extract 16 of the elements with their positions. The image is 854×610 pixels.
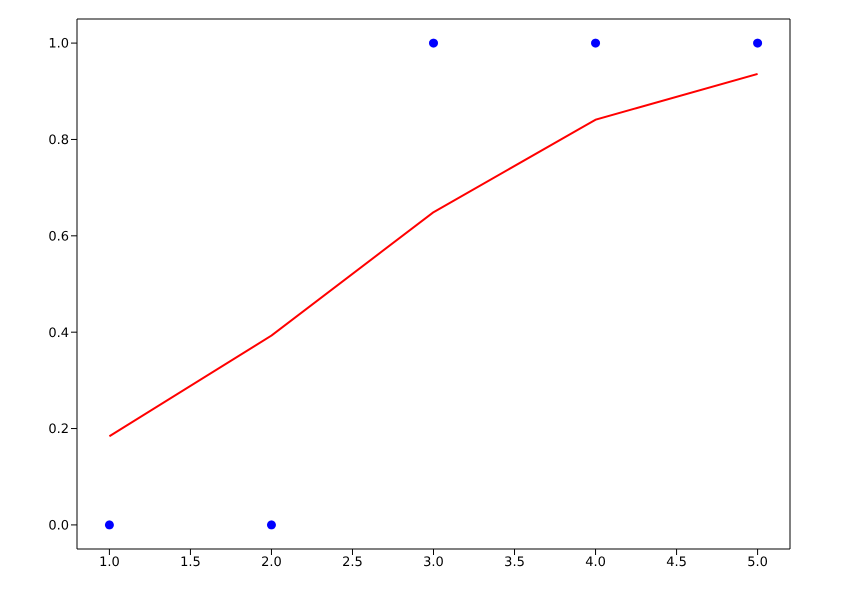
- x-tick-label: 5.0: [747, 555, 768, 570]
- y-tick-label: 0.6: [48, 229, 69, 244]
- y-tick-label: 0.0: [48, 518, 69, 534]
- line-series: [108, 72, 759, 438]
- y-tick-label: 1.0: [48, 36, 69, 52]
- x-tick-label: 4.5: [666, 555, 687, 570]
- y-tick-label: 0.2: [48, 422, 69, 438]
- y-tick-label: 0.8: [48, 133, 69, 148]
- x-tick-label: 4.0: [585, 555, 606, 570]
- x-tick-label: 1.0: [99, 555, 120, 570]
- x-tick-label: 2.5: [342, 555, 363, 570]
- y-tick-label: 0.4: [48, 326, 69, 341]
- x-tick-label: 1.5: [180, 555, 201, 570]
- x-tick-label: 3.0: [423, 555, 444, 570]
- x-tick-label: 2.0: [261, 555, 282, 570]
- x-tick-label: 3.5: [504, 555, 525, 570]
